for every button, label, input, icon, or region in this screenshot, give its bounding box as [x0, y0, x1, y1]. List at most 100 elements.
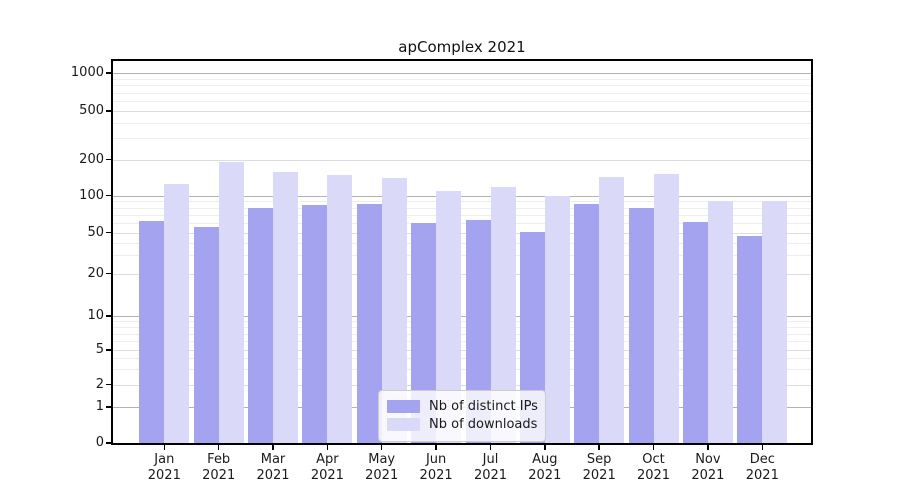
y-tick-label-100: 100	[79, 187, 104, 203]
y-tick-2	[106, 383, 111, 386]
x-tick-jun	[435, 445, 437, 450]
bar-downloads-nov	[707, 200, 733, 443]
gridline-500	[113, 111, 811, 112]
gridline-7	[113, 333, 811, 335]
y-tick-label-500: 500	[79, 103, 104, 118]
bar-distinct-ips-apr	[302, 204, 328, 443]
x-tick-jul	[489, 445, 492, 450]
gridline-70	[113, 214, 811, 216]
y-tick-label-5: 5	[95, 342, 104, 357]
x-tick-jan	[163, 445, 166, 450]
x-tick-sep	[598, 445, 600, 450]
bar-distinct-ips-may	[356, 203, 382, 443]
x-tick-label-feb: Feb 2021	[202, 452, 236, 483]
gridline-700	[113, 92, 811, 94]
gridline-90	[113, 201, 811, 203]
y-tick-1000	[106, 72, 111, 74]
y-tick-label-20: 20	[87, 265, 104, 281]
x-tick-label-jul: Jul 2021	[473, 452, 508, 483]
legend: Nb of distinct IPs Nb of downloads	[378, 389, 546, 442]
chart-title: apComplex 2021	[398, 38, 526, 56]
x-tick-label-may: May 2021	[365, 452, 399, 483]
y-tick-label-10: 10	[87, 308, 104, 323]
bar-distinct-ips-mar	[248, 207, 273, 443]
gridline-5	[113, 350, 811, 351]
y-tick-5	[106, 349, 111, 351]
y-tick-100	[106, 194, 111, 197]
gridline-800	[113, 85, 811, 87]
legend-label-distinct-ips: Nb of distinct IPs	[429, 398, 538, 414]
gridline-6	[113, 341, 811, 343]
x-tick-label-nov: Nov 2021	[691, 452, 725, 483]
y-tick-label-2: 2	[95, 376, 104, 392]
y-tick-label-200: 200	[79, 151, 104, 167]
x-tick-label-oct: Oct 2021	[636, 452, 671, 483]
bar-distinct-ips-jan	[139, 221, 165, 443]
gridline-50	[113, 232, 811, 234]
legend-entry-downloads: Nb of downloads	[387, 417, 537, 432]
legend-entry-distinct-ips: Nb of distinct IPs	[387, 398, 538, 414]
bar-downloads-sep	[599, 177, 625, 443]
gridline-2	[113, 384, 811, 386]
bar-downloads-dec	[762, 200, 788, 443]
bar-downloads-jan	[164, 183, 190, 443]
y-tick-500	[106, 110, 111, 112]
gridline-60	[113, 222, 811, 224]
x-tick-aug	[544, 445, 546, 450]
gridline-30	[113, 255, 811, 257]
legend-swatch-distinct-ips	[387, 399, 420, 413]
bar-downloads-mar	[273, 171, 298, 443]
gridline-40	[113, 242, 811, 244]
y-tick-label-1000: 1000	[70, 65, 104, 80]
y-tick-20	[106, 272, 111, 275]
legend-swatch-downloads	[387, 417, 420, 431]
bar-downloads-feb	[218, 162, 244, 443]
gridline-300	[113, 138, 811, 139]
gridline-4	[113, 358, 811, 360]
gridline-100	[113, 195, 811, 197]
bar-downloads-apr	[327, 175, 353, 443]
bar-distinct-ips-sep	[574, 204, 600, 443]
x-tick-label-sep: Sep 2021	[582, 452, 616, 483]
bar-downloads-oct	[653, 173, 679, 443]
bar-downloads-aug	[544, 195, 570, 443]
bar-distinct-ips-nov	[682, 222, 708, 443]
gridline-9	[113, 321, 811, 323]
gridline-20	[113, 273, 811, 275]
x-tick-label-dec: Dec 2021	[745, 452, 779, 483]
x-tick-label-aug: Aug 2021	[528, 452, 562, 483]
y-tick-10	[106, 315, 111, 317]
y-tick-0	[106, 442, 111, 444]
gridline-200	[113, 159, 811, 161]
gridline-1000	[113, 73, 811, 74]
gridline-10	[113, 316, 811, 317]
legend-label-downloads: Nb of downloads	[429, 416, 538, 432]
y-tick-label-50: 50	[87, 224, 104, 240]
x-tick-oct	[652, 445, 655, 450]
gridline-600	[113, 101, 811, 102]
x-tick-label-jun: Jun 2021	[419, 452, 453, 483]
bar-distinct-ips-oct	[628, 207, 654, 443]
gridline-400	[113, 122, 811, 124]
gridline-900	[113, 78, 811, 80]
y-tick-50	[106, 231, 111, 234]
y-tick-1	[106, 406, 111, 408]
x-tick-label-mar: Mar 2021	[256, 452, 290, 483]
y-tick-200	[106, 158, 111, 161]
gridline-3	[113, 369, 811, 371]
x-tick-mar	[272, 445, 274, 450]
gridline-80	[113, 207, 811, 209]
bar-distinct-ips-dec	[737, 235, 763, 443]
x-tick-label-jan: Jan 2021	[147, 452, 181, 483]
x-tick-apr	[326, 445, 329, 450]
plot-area: Nb of distinct IPs Nb of downloads	[111, 58, 813, 445]
bar-distinct-ips-feb	[193, 226, 219, 443]
x-tick-nov	[707, 445, 709, 450]
x-tick-dec	[761, 445, 764, 450]
y-tick-label-1: 1	[95, 399, 104, 414]
y-tick-label-0: 0	[95, 435, 104, 450]
x-tick-feb	[217, 445, 220, 450]
x-tick-may	[380, 445, 383, 450]
gridline-8	[113, 326, 811, 328]
